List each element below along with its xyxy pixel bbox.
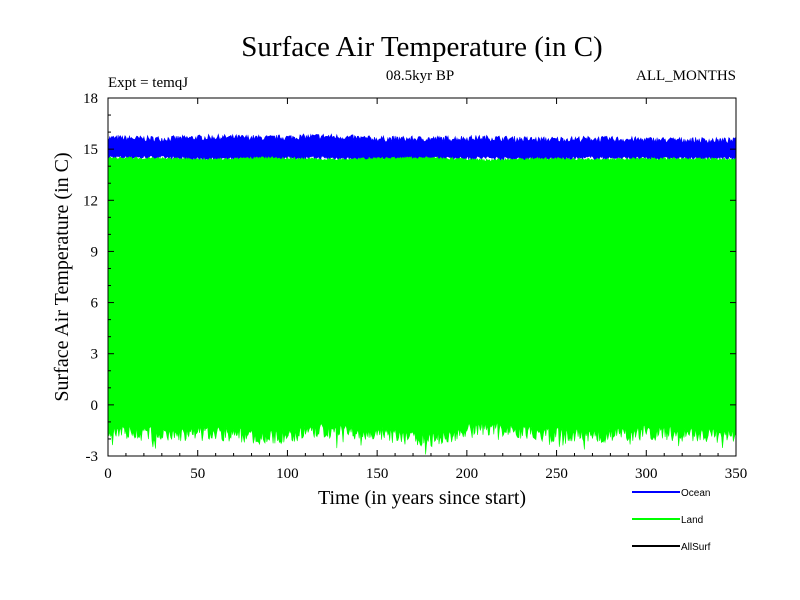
y-axis-label: Surface Air Temperature (in C) [51, 152, 73, 401]
expt-label: Expt = temqJ [108, 75, 188, 91]
x-tick-label: 100 [276, 466, 299, 482]
y-tick-label: 6 [91, 296, 99, 312]
y-tick-label: 12 [83, 193, 98, 209]
x-tick-label: 300 [635, 466, 658, 482]
y-tick-label: 3 [91, 347, 99, 363]
series-ocean-band [107, 133, 737, 163]
y-tick-label: 18 [83, 91, 98, 107]
x-tick-label: 200 [456, 466, 479, 482]
x-tick-label: 0 [104, 466, 112, 482]
ticks-layer: 0 50 100 150 200 250 300 350 -3 0 3 6 9 12 15 18 [83, 91, 747, 482]
x-tick-label: 50 [190, 466, 205, 482]
data-layer [107, 133, 737, 455]
x-tick-label: 350 [725, 466, 748, 482]
legend-label-allsurf: AllSurf [681, 542, 711, 553]
y-tick-label: 9 [91, 244, 99, 260]
series-land-band [107, 156, 737, 455]
plot-frame [107, 97, 737, 457]
y-tick-label: -3 [86, 449, 99, 465]
x-tick-label: 150 [366, 466, 389, 482]
y-tick-label: 15 [83, 142, 98, 158]
x-axis-label: Time (in years since start) [318, 487, 526, 509]
y-tick-label: 0 [91, 398, 99, 414]
legend-label-ocean: Ocean [681, 488, 710, 499]
chart-subtitle: 08.5kyr BP [386, 68, 454, 84]
legend: Ocean Land AllSurf [632, 488, 711, 553]
months-label: ALL_MONTHS [636, 68, 736, 84]
x-tick-label: 250 [545, 466, 568, 482]
legend-label-land: Land [681, 515, 703, 526]
chart-title: Surface Air Temperature (in C) [241, 31, 602, 63]
